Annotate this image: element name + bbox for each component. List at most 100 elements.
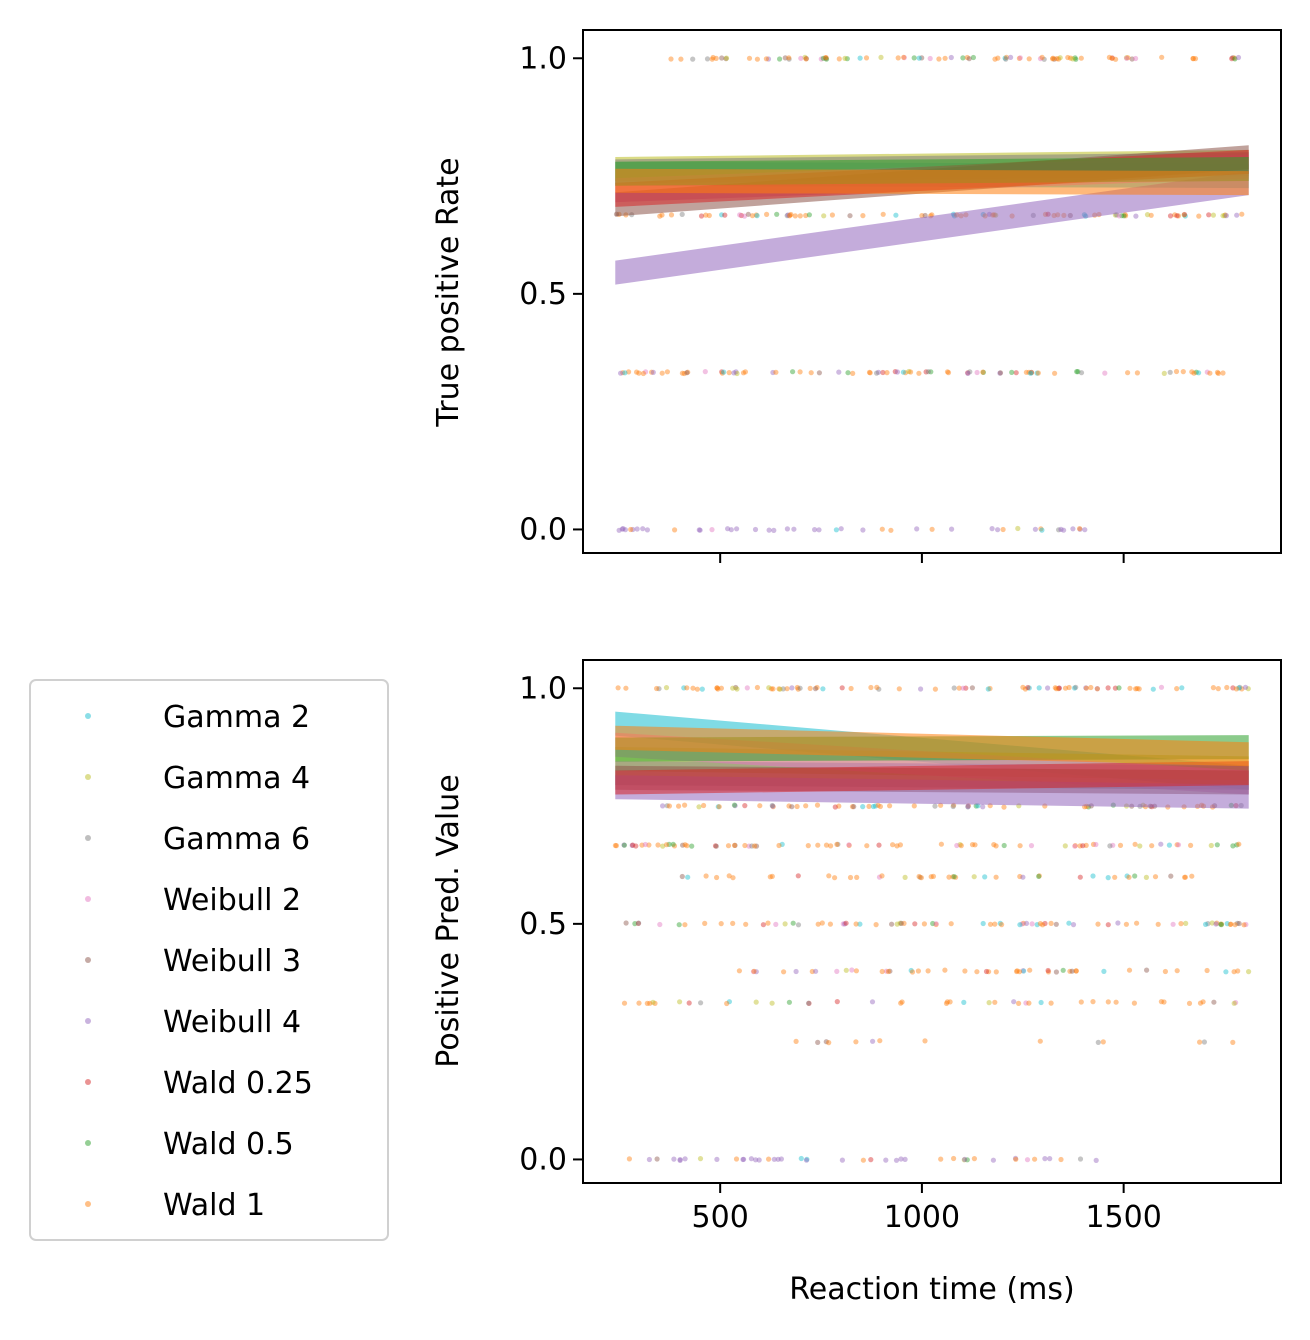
bottom-scatter-point (1168, 873, 1174, 879)
top-scatter-point (901, 55, 907, 61)
bottom-scatter-level (615, 684, 1251, 692)
top-scatter-point (745, 211, 751, 217)
bottom-scatter-point (912, 921, 918, 927)
bottom-scatter-point (654, 685, 660, 692)
bottom-scatter-point (718, 685, 725, 691)
bottom-scatter-point (1090, 873, 1096, 879)
top-scatter-point (1220, 213, 1226, 219)
top-scatter-point (884, 370, 890, 376)
bottom-scatter-point (1134, 920, 1140, 926)
bottom-scatter-point (1166, 842, 1172, 848)
top-scatter-point (784, 213, 790, 219)
top-scatter-point (719, 212, 725, 218)
bottom-scatter-point (656, 686, 662, 692)
legend-marker (85, 713, 91, 719)
bottom-scatter-point (853, 1039, 859, 1045)
top-scatter-point (845, 370, 851, 376)
bottom-scatter-point (803, 1157, 810, 1163)
bottom-scatter-point (930, 873, 937, 880)
bottom-scatter-point (795, 686, 801, 692)
bottom-x-tick-label: 1500 (1085, 1200, 1161, 1235)
top-scatter-point (709, 56, 715, 62)
top-scatter-point (1017, 55, 1023, 61)
bottom-scatter-point (815, 842, 821, 848)
bottom-scatter-point (714, 685, 720, 691)
top-scatter-point (894, 369, 901, 375)
bottom-scatter-point (1093, 841, 1099, 848)
top-scatter-point (875, 369, 882, 375)
top-scatter-point (1123, 55, 1130, 61)
top-ticks: 0.0 0.5 1.0 (519, 41, 1125, 563)
top-scatter-point (878, 54, 884, 61)
top-scatter-level (618, 368, 1226, 377)
bottom-scatter-point (685, 874, 691, 880)
bottom-scatter-point (1090, 999, 1096, 1005)
bottom-scatter-point (1197, 1039, 1203, 1045)
bottom-scatter-point (771, 1156, 777, 1162)
top-scatter-point (1078, 370, 1085, 376)
top-scatter-point (1167, 213, 1174, 219)
bottom-scatter-point (834, 968, 840, 975)
bottom-scatter-point (1112, 874, 1118, 880)
top-scatter-point (719, 55, 725, 61)
bottom-scatter-point (1126, 874, 1132, 880)
bottom-scatter-point (732, 842, 738, 849)
bottom-scatter-point (734, 686, 740, 692)
bottom-scatter-point (1069, 968, 1075, 974)
top-scatter-point (806, 212, 813, 218)
bottom-scatter-point (663, 842, 670, 848)
bottom-scatter-point (1048, 1000, 1054, 1006)
bottom-scatter-point (1127, 685, 1133, 691)
bottom-scatter-point (983, 968, 990, 975)
top-scatter-point (879, 526, 885, 532)
bottom-scatter-point (730, 685, 736, 691)
top-scatter-point (690, 56, 696, 62)
bottom-scatter-point (754, 684, 761, 691)
bottom-band-wald-0-25 (615, 761, 1249, 795)
top-scatter-point (914, 526, 920, 532)
bottom-scatter-point (647, 1000, 653, 1006)
bottom-scatter-point (868, 1157, 874, 1163)
bottom-scatter-point (1028, 843, 1035, 849)
bottom-scatter-point (780, 686, 786, 692)
bottom-scatter-point (798, 1155, 804, 1162)
bottom-scatter-point (1234, 920, 1240, 926)
bottom-scatter-point (993, 874, 999, 880)
bottom-scatter-point (1026, 685, 1032, 691)
bottom-scatter-point (1174, 686, 1180, 692)
bottom-scatter-point (1078, 999, 1084, 1005)
top-scatter-point (1028, 369, 1034, 375)
top-scatter-point (919, 213, 925, 219)
top-scatter-point (1173, 368, 1180, 375)
bottom-scatter-point (986, 1000, 992, 1006)
bottom-scatter-point (901, 920, 907, 927)
top-scatter-point (785, 212, 791, 218)
bottom-scatter-point (1062, 843, 1068, 849)
top-scatter-point (1106, 54, 1112, 61)
top-scatter-point (1015, 525, 1021, 532)
bottom-scatter-point (918, 686, 924, 692)
bottom-scatter-point (1020, 968, 1026, 974)
top-scatter-point (742, 369, 749, 375)
bottom-scatter-point (743, 921, 749, 927)
bottom-scatter-point (740, 1156, 746, 1163)
bottom-scatter-point (1231, 969, 1237, 975)
bottom-scatter-point (1070, 922, 1077, 928)
bottom-scatter-point (1060, 967, 1066, 973)
bottom-y-tick-label: 1.0 (519, 671, 567, 706)
top-scatter-point (892, 369, 898, 375)
bottom-scatter-point (1214, 842, 1220, 848)
bottom-scatter-point (809, 968, 815, 975)
top-scatter-point (1034, 370, 1040, 376)
bottom-scatter-point (1095, 921, 1101, 927)
bottom-scatter-point (1094, 686, 1100, 692)
bottom-scatter-point (1022, 686, 1028, 692)
bottom-scatter-point (1230, 843, 1236, 849)
bottom-x-axis-label: Reaction time (ms) (789, 1272, 1074, 1307)
bottom-scatter-point (911, 803, 917, 809)
top-scatter-point (1039, 54, 1045, 61)
bottom-scatter-point (794, 684, 801, 691)
top-scatter-point (1181, 211, 1188, 218)
top-scatter-point (764, 211, 770, 217)
bottom-scatter-point (942, 967, 948, 973)
